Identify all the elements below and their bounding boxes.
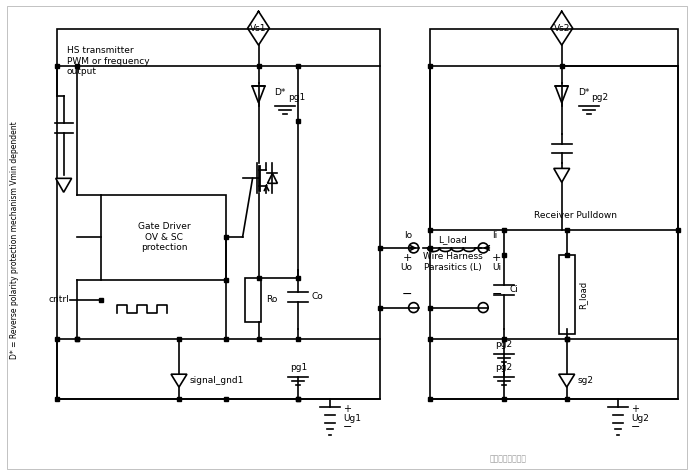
Text: pg1: pg1 [289, 363, 307, 372]
Text: sg2: sg2 [577, 376, 593, 385]
Text: Ii: Ii [492, 230, 498, 239]
Bar [57, 29, 380, 399]
Text: +: + [403, 253, 413, 263]
Text: pg1: pg1 [288, 93, 305, 102]
Text: L_load: L_load [438, 236, 467, 245]
Text: signal_gnd1: signal_gnd1 [190, 376, 244, 385]
Polygon shape [267, 173, 278, 183]
Polygon shape [554, 169, 570, 182]
Text: HS transmitter
PWM or frequency
output: HS transmitter PWM or frequency output [67, 46, 149, 76]
Text: Ui: Ui [492, 263, 501, 272]
Polygon shape [559, 374, 575, 387]
Text: Receiver Pulldown: Receiver Pulldown [534, 210, 617, 219]
Text: Co: Co [311, 292, 323, 301]
Polygon shape [252, 86, 265, 103]
Text: R_load: R_load [579, 281, 588, 309]
Text: Io: Io [405, 230, 413, 239]
Text: pg2: pg2 [496, 340, 513, 349]
Text: D*: D* [274, 88, 286, 97]
Text: +: + [632, 404, 639, 414]
Text: +: + [343, 404, 351, 414]
Polygon shape [555, 86, 568, 103]
Text: pg2: pg2 [496, 363, 513, 372]
Text: −: − [343, 422, 353, 432]
Polygon shape [56, 178, 71, 192]
Text: −: − [402, 288, 413, 301]
Text: −: − [632, 422, 641, 432]
Text: Wire Harness
Parasitics (L): Wire Harness Parasitics (L) [423, 252, 482, 272]
Text: pg2: pg2 [591, 93, 609, 102]
Bar [244, 278, 260, 322]
Text: Ro: Ro [266, 295, 278, 304]
Text: Vs2: Vs2 [554, 24, 570, 33]
Text: 汽车电子硬件设计: 汽车电子硬件设计 [489, 454, 526, 463]
Text: +: + [492, 253, 502, 263]
Bar [101, 195, 226, 280]
Text: Uo: Uo [400, 263, 413, 272]
Text: Ci: Ci [509, 285, 518, 294]
Text: Ug1: Ug1 [343, 414, 361, 423]
Text: Ug2: Ug2 [632, 414, 649, 423]
Text: D* = Reverse polarity protection mechanism Vmin dependent: D* = Reverse polarity protection mechani… [10, 121, 19, 359]
Text: D*: D* [577, 88, 589, 97]
Text: Vs1: Vs1 [251, 24, 266, 33]
Text: Gate Driver
OV & SC
protection: Gate Driver OV & SC protection [138, 222, 190, 252]
Text: −: − [492, 288, 502, 301]
Text: cntrl: cntrl [49, 295, 69, 304]
Bar [559, 255, 575, 334]
Bar [430, 29, 678, 399]
Polygon shape [171, 374, 187, 387]
